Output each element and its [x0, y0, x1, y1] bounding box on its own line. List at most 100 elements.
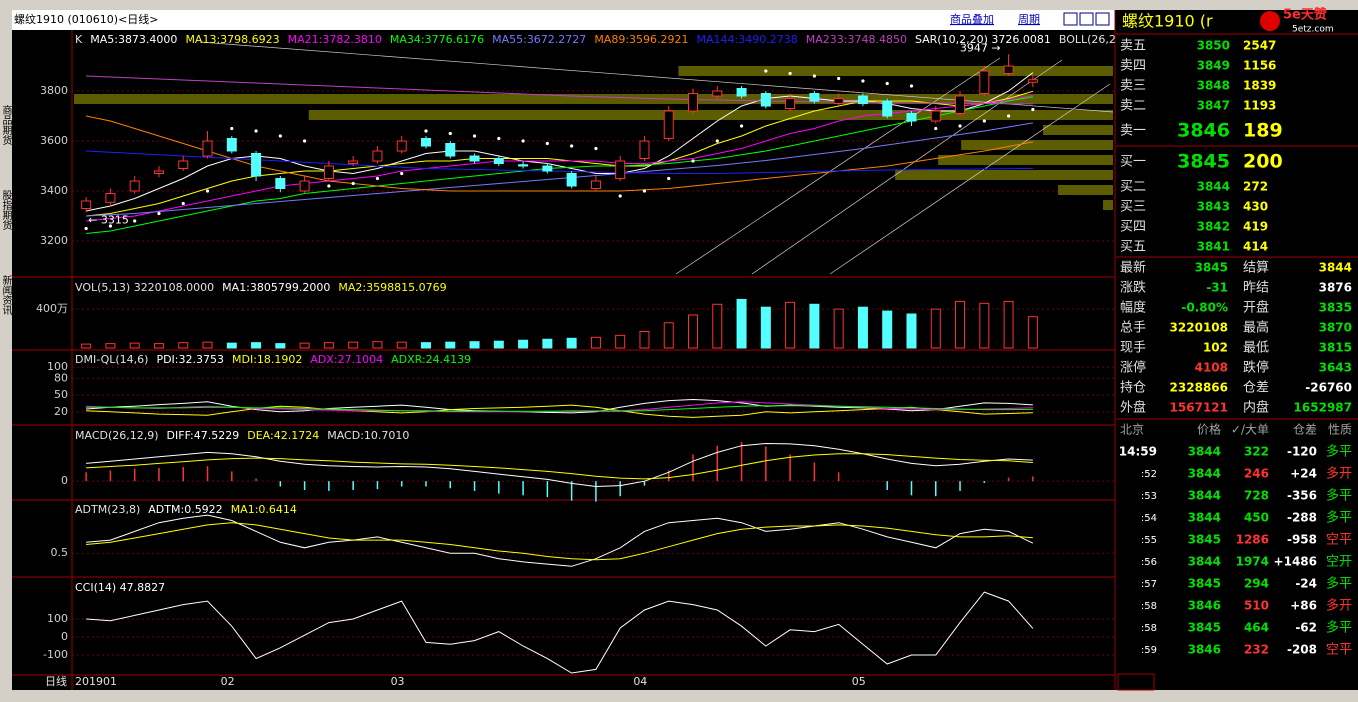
legend-entry: MA233:3748.4850	[806, 33, 907, 46]
nav-buttons	[1063, 12, 1110, 26]
sar-dot	[667, 176, 671, 181]
stat-label: 内盘	[1243, 400, 1269, 416]
tab-frame	[1117, 673, 1155, 691]
sar-dot	[837, 76, 841, 81]
quote-panel	[1116, 10, 1358, 690]
volume-bar	[202, 341, 213, 349]
tick-volume: 728	[1244, 489, 1269, 503]
volume-bar	[590, 336, 601, 349]
nav-button[interactable]	[1063, 12, 1078, 26]
candle-body	[396, 140, 407, 152]
book-label: 买二	[1120, 180, 1146, 195]
stat-label: 涨跌	[1120, 280, 1146, 296]
sar-dot	[424, 129, 428, 133]
candle-body	[275, 178, 286, 189]
volume-bar	[857, 306, 868, 349]
candle-body	[348, 160, 359, 164]
sar-dot	[303, 139, 307, 143]
period-button[interactable]: 周期	[1018, 13, 1040, 26]
candle-body	[979, 70, 990, 94]
tick-time: :59	[1141, 645, 1157, 656]
candle-body	[857, 95, 868, 104]
sar-dot	[448, 131, 452, 136]
book-volume: 430	[1243, 200, 1268, 214]
stat-label: 外盘	[1120, 400, 1146, 416]
tick-time: 14:59	[1119, 445, 1157, 459]
legend-entry: MA21:3782.3810	[288, 33, 382, 46]
y-tick-label: 0.5	[51, 546, 69, 559]
book-volume: 189	[1243, 120, 1283, 142]
trend-line	[829, 83, 1111, 275]
y-tick-label: 3600	[40, 134, 68, 147]
candle-body	[178, 160, 189, 169]
book-price: 3848	[1197, 79, 1230, 93]
tick-diff: -356	[1287, 489, 1317, 503]
panel-title: MACD(26,12,9)	[75, 429, 159, 442]
volume-bar	[882, 310, 893, 349]
volume-bar	[226, 342, 237, 349]
volume-bar	[615, 334, 626, 349]
tick-nature: 多开	[1326, 466, 1352, 482]
volume-bar	[1027, 316, 1038, 349]
x-tick-label: 05	[852, 675, 866, 688]
tick-time: :58	[1141, 601, 1157, 612]
volume-bar	[299, 342, 310, 349]
nav-button[interactable]	[1079, 12, 1094, 26]
tick-time: :58	[1141, 623, 1157, 634]
tick-volume: 1974	[1236, 555, 1269, 569]
candle-body	[105, 193, 116, 203]
volume-bar	[518, 339, 529, 349]
sidebar-tab: 新闻资讯	[0, 274, 12, 316]
book-volume: 1839	[1243, 79, 1276, 93]
tick-nature: 多开	[1326, 598, 1352, 614]
sar-dot	[885, 81, 889, 86]
candle-body	[226, 138, 237, 152]
chart-title: 螺纹1910 (010610)<日线>	[14, 12, 159, 26]
candle-body	[1027, 79, 1038, 83]
logo: 5e天赞	[1283, 7, 1327, 23]
tick-volume: 294	[1244, 577, 1269, 591]
volume-bar	[979, 302, 990, 349]
stat-value: 3643	[1319, 361, 1352, 375]
indicator-line	[86, 591, 1034, 674]
trend-line	[675, 57, 1001, 275]
trend-line	[751, 59, 1063, 275]
volume-bar	[906, 313, 917, 349]
indicator-line	[86, 453, 1033, 480]
tick-price: 3844	[1188, 511, 1221, 525]
candle-body	[445, 143, 456, 157]
volume-bar	[420, 342, 431, 349]
tick-price: 3846	[1188, 599, 1221, 613]
volume-bar	[445, 341, 456, 349]
overlay-button[interactable]: 商品叠加	[950, 12, 994, 26]
candle-body	[153, 170, 164, 174]
status-bar	[0, 690, 1358, 702]
tick-price: 3846	[1188, 643, 1221, 657]
tick-time: :54	[1141, 513, 1157, 524]
y-tick-label: 20	[54, 405, 68, 418]
tick-diff: +24	[1290, 467, 1317, 481]
legend-entry: MA1:3805799.2000	[222, 281, 330, 294]
sar-dot	[327, 184, 331, 188]
price-annotation: ← 3315	[88, 213, 129, 226]
panel-title: K	[75, 33, 83, 46]
price-volume-bar	[1058, 185, 1113, 195]
candle-body	[736, 88, 747, 97]
tick-time: :57	[1141, 579, 1157, 590]
book-price: 3843	[1197, 200, 1230, 214]
volume-bar	[663, 322, 674, 349]
indicator-line	[86, 150, 1033, 174]
nav-button[interactable]	[1095, 12, 1110, 26]
price-volume-bar	[1103, 200, 1113, 210]
sar-dot	[570, 144, 574, 148]
tick-volume: 322	[1244, 445, 1269, 459]
legend-entry: MA5:3873.4000	[90, 33, 177, 46]
stat-value: 3815	[1319, 341, 1352, 355]
candle-body	[688, 93, 699, 112]
y-tick-label: 3200	[40, 234, 68, 247]
volume-bar	[785, 301, 796, 349]
legend-entry: ADTM:0.5922	[148, 503, 222, 516]
volume-bar	[275, 343, 286, 349]
sar-dot	[181, 201, 185, 206]
sar-dot	[472, 134, 477, 138]
